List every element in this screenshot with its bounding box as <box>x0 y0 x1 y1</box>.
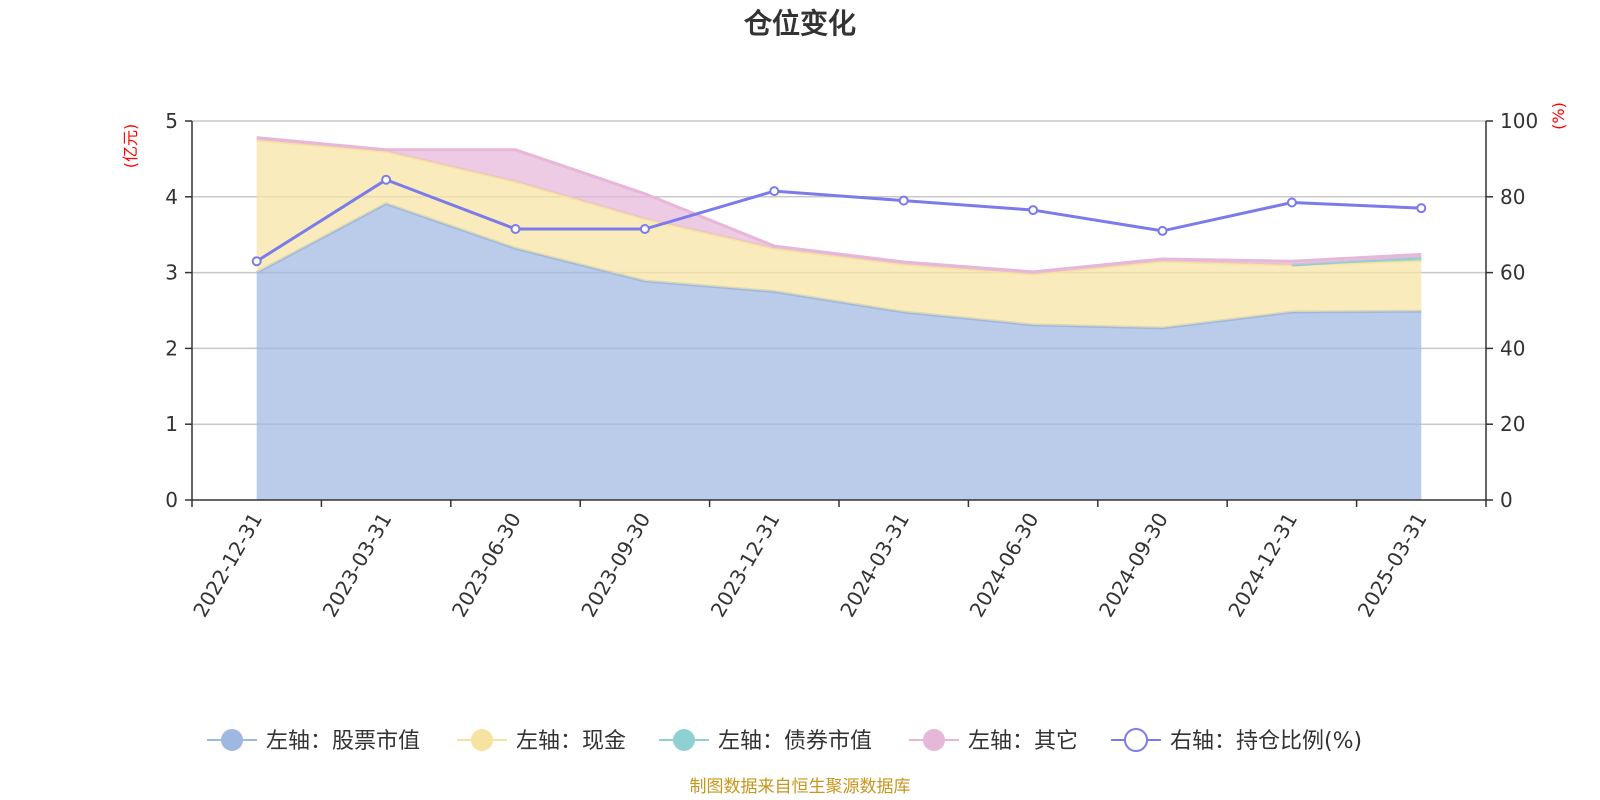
area-series <box>255 136 1422 500</box>
ratio-line <box>255 178 1422 263</box>
legend-marker <box>221 729 243 751</box>
left-tick-label: 3 <box>165 261 178 285</box>
x-tick-label: 2025-03-31 <box>1353 509 1432 622</box>
x-tick-label: 2023-03-31 <box>318 509 397 622</box>
left-tick-label: 5 <box>165 109 178 133</box>
x-tick-label: 2023-09-30 <box>576 509 655 622</box>
right-tick-label: 40 <box>1500 336 1525 360</box>
ratio-point <box>1416 203 1427 214</box>
x-tick-label: 2024-12-31 <box>1223 509 1302 622</box>
legend-label: 左轴：股票市值 <box>266 729 420 754</box>
legend-label: 左轴：现金 <box>516 729 626 754</box>
legend-marker <box>673 729 695 751</box>
legend-item: 左轴：债券市值 <box>659 729 872 754</box>
x-tick-label: 2024-09-30 <box>1094 509 1173 622</box>
right-axis-unit: (%) <box>1549 102 1568 130</box>
left-axis-unit: (亿元) <box>121 124 140 169</box>
left-tick-label: 0 <box>165 488 178 512</box>
right-tick-label: 60 <box>1500 261 1525 285</box>
ratio-point <box>251 256 262 267</box>
left-tick-label: 2 <box>165 336 178 360</box>
legend-marker <box>471 729 493 751</box>
x-tick-label: 2024-03-31 <box>835 508 914 621</box>
right-tick-label: 20 <box>1500 412 1525 436</box>
area-fill-1 <box>256 139 1422 328</box>
ratio-point <box>1286 197 1297 208</box>
area-fill-3 <box>256 137 1422 275</box>
area-edge-3 <box>256 136 1422 274</box>
legend-marker <box>923 729 945 751</box>
legend-label: 左轴：债券市值 <box>718 729 872 754</box>
ratio-point <box>898 195 909 206</box>
right-tick-label: 100 <box>1500 109 1538 133</box>
source-note: 制图数据来自恒生聚源数据库 <box>690 777 911 797</box>
left-tick-label: 4 <box>165 185 178 209</box>
legend-label: 左轴：其它 <box>968 729 1078 754</box>
x-tick-label: 2024-06-30 <box>965 509 1044 622</box>
ratio-line-series <box>251 174 1427 267</box>
ratio-point <box>510 224 521 235</box>
right-tick-label: 0 <box>1500 488 1513 512</box>
left-tick-label: 1 <box>165 412 178 436</box>
x-tick-label: 2022-12-31 <box>188 509 267 622</box>
chart-legend: 左轴：股票市值 左轴：现金 左轴：债券市值 左轴：其它 右轴：持仓比例(%) <box>207 728 1362 754</box>
legend-item: 左轴：其它 <box>909 729 1078 754</box>
legend-marker <box>1124 728 1148 752</box>
legend-item: 左轴：现金 <box>457 729 626 754</box>
legend-item: 左轴：股票市值 <box>207 729 420 754</box>
legend-label: 右轴：持仓比例(%) <box>1170 729 1362 754</box>
x-tick-label: 2023-06-30 <box>447 509 526 622</box>
ratio-point <box>1028 205 1039 216</box>
ratio-point <box>1157 225 1168 236</box>
ratio-point <box>381 174 392 185</box>
ratio-point <box>769 186 780 197</box>
ratio-point <box>639 224 650 235</box>
right-tick-label: 80 <box>1500 185 1525 209</box>
area-fill-0 <box>256 203 1422 500</box>
legend-item: 右轴：持仓比例(%) <box>1111 728 1362 754</box>
x-tick-label: 2023-12-31 <box>706 509 785 622</box>
chart-title: 仓位变化 <box>744 7 856 40</box>
